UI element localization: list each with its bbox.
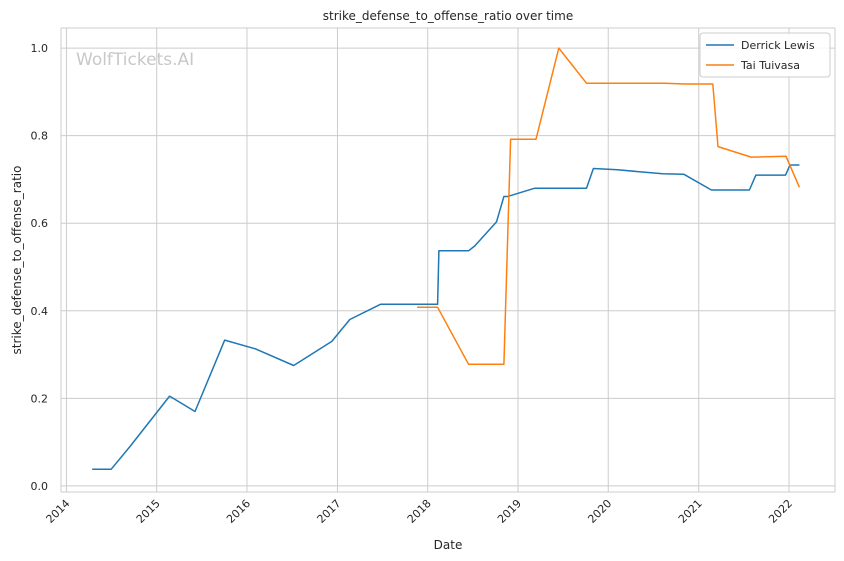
x-tick-labels: 2014 2015 2016 2017 2018 2019 2020 2021 2022 bbox=[44, 497, 796, 526]
watermark: WolfTickets.AI bbox=[76, 50, 194, 70]
x-tick-label: 2018 bbox=[405, 497, 434, 526]
chart-title: strike_defense_to_offense_ratio over tim… bbox=[323, 9, 573, 23]
x-tick-label: 2015 bbox=[134, 497, 163, 526]
legend-box bbox=[699, 32, 831, 78]
plot-frame bbox=[60, 27, 836, 493]
x-tick-label: 2017 bbox=[315, 497, 344, 526]
series-line-tai-tuivasa bbox=[417, 47, 801, 365]
y-tick-label: 0.0 bbox=[31, 480, 49, 493]
legend-label-tai-tuivasa: Tai Tuivasa bbox=[740, 59, 800, 72]
x-tick-label: 2016 bbox=[224, 497, 253, 526]
y-tick-label: 0.6 bbox=[31, 217, 49, 230]
x-tick-label: 2022 bbox=[766, 497, 795, 526]
legend-label-derrick-lewis: Derrick Lewis bbox=[741, 39, 815, 52]
y-tick-labels: 0.0 0.2 0.4 0.6 0.8 1.0 bbox=[31, 42, 49, 493]
series-lines bbox=[92, 47, 801, 470]
grid bbox=[61, 28, 835, 492]
x-tick-label: 2019 bbox=[495, 497, 524, 526]
y-tick-label: 0.8 bbox=[31, 130, 49, 143]
x-axis-title: Date bbox=[434, 538, 463, 552]
y-axis-title: strike_defense_to_offense_ratio bbox=[10, 166, 24, 355]
x-tick-label: 2014 bbox=[44, 497, 73, 526]
x-tick-label: 2020 bbox=[585, 497, 614, 526]
y-tick-label: 0.2 bbox=[31, 392, 49, 405]
series-line-derrick-lewis bbox=[92, 164, 800, 470]
y-tick-label: 0.4 bbox=[31, 305, 49, 318]
legend: Derrick Lewis Tai Tuivasa bbox=[699, 32, 831, 78]
x-tick-label: 2021 bbox=[676, 497, 705, 526]
y-tick-label: 1.0 bbox=[31, 42, 49, 55]
